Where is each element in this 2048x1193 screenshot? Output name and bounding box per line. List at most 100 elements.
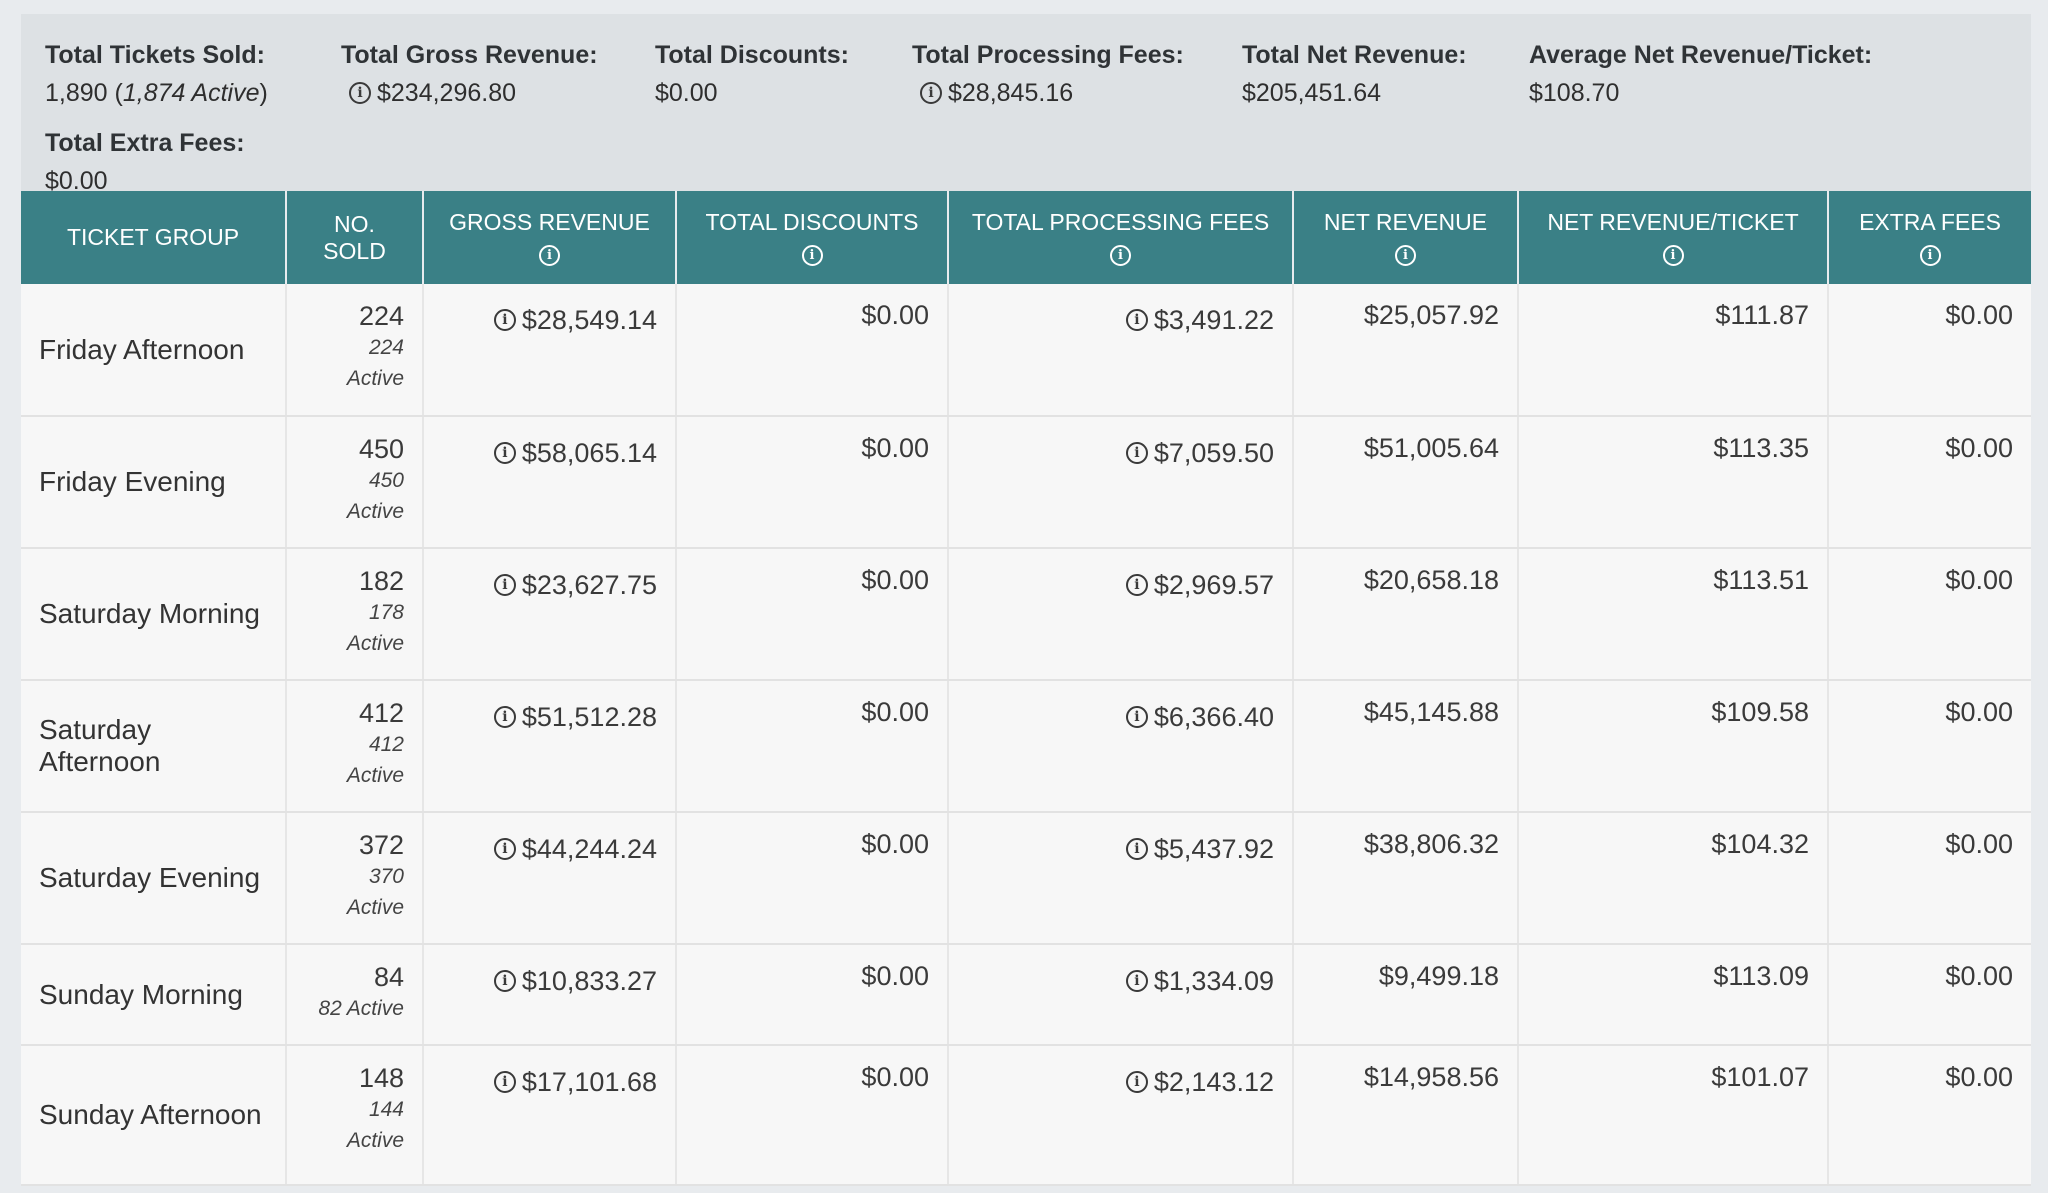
net-revenue-cell: $20,658.18 (1293, 548, 1519, 681)
net-revenue-amount: $51,005.64 (1363, 433, 1499, 463)
info-icon[interactable]: i (1395, 245, 1416, 266)
stat-discounts: Total Discounts: $0.00 (655, 40, 849, 108)
info-icon[interactable]: i (1125, 442, 1148, 464)
header-label: TOTAL DISCOUNTS (705, 209, 919, 235)
extra-fees-cell: $0.00 (1828, 548, 2031, 681)
info-icon[interactable]: i (539, 245, 560, 266)
info-icon[interactable]: i (1125, 706, 1148, 728)
net-per-ticket-cell: $113.35 (1518, 416, 1829, 549)
header-label: TICKET GROUP (66, 224, 240, 250)
stat-extra-fees: Total Extra Fees: $0.00 (45, 128, 245, 196)
processing-fees-amount: $5,437.92 (1153, 833, 1274, 864)
ticket-group-name: Friday Evening (21, 416, 287, 549)
column-header-processing-fees[interactable]: TOTAL PROCESSING FEES i (948, 191, 1294, 284)
ticket-group-name: Sunday Afternoon (21, 1045, 287, 1186)
stat-average-net: Average Net Revenue/Ticket: $108.70 (1529, 40, 1872, 108)
extra-fees-cell: $0.00 (1828, 416, 2031, 549)
discounts-amount: $0.00 (861, 433, 929, 463)
ticket-group-name: Sunday Morning (21, 944, 287, 1046)
table-row[interactable]: Friday Afternoon 224 224 Active i $28,549… (21, 284, 2031, 417)
processing-fees-value: i $7,059.50 (1125, 438, 1274, 469)
net-per-ticket-cell: $101.07 (1518, 1045, 1829, 1186)
extra-fees-amount: $0.00 (1945, 565, 2013, 595)
table-row[interactable]: Saturday Afternoon 412 412 Active i $51,5… (21, 680, 2031, 813)
net-revenue-amount: $25,057.92 (1363, 300, 1499, 330)
net-per-ticket-amount: $113.51 (1713, 565, 1809, 595)
table-row[interactable]: Saturday Morning 182 178 Active i $23,627… (21, 548, 2031, 681)
info-icon[interactable]: i (920, 82, 942, 104)
processing-fees-cell: i $6,366.40 (948, 680, 1294, 813)
column-header-no-sold[interactable]: NO. SOLD (286, 191, 424, 284)
info-icon[interactable]: i (1125, 1071, 1148, 1093)
info-icon[interactable]: i (1125, 970, 1148, 992)
column-header-gross-revenue[interactable]: GROSS REVENUE i (423, 191, 677, 284)
table-header-row: TICKET GROUP NO. SOLD GROSS REVENUE i TOTA… (21, 191, 2031, 284)
info-icon[interactable]: i (493, 1071, 516, 1093)
info-icon[interactable]: i (349, 82, 371, 104)
column-header-net-revenue[interactable]: NET REVENUE i (1293, 191, 1519, 284)
tickets-sold-paren: ) (259, 79, 268, 107)
processing-fees-cell: i $2,969.57 (948, 548, 1294, 681)
column-header-net-per-ticket[interactable]: NET REVENUE/TICKET i (1518, 191, 1829, 284)
column-header-total-discounts[interactable]: TOTAL DISCOUNTS i (676, 191, 949, 284)
info-icon[interactable]: i (1125, 574, 1148, 596)
extra-fees-amount: $0.00 (1945, 961, 2013, 991)
discounts-cell: $0.00 (676, 944, 949, 1046)
gross-revenue-cell: i $10,833.27 (423, 944, 677, 1046)
info-icon[interactable]: i (1110, 245, 1131, 266)
ticket-group-name: Saturday Evening (21, 812, 287, 945)
info-icon[interactable]: i (1125, 838, 1148, 860)
net-revenue-cell: $25,057.92 (1293, 284, 1519, 417)
table-row[interactable]: Sunday Morning 84 82 Active i $10,833.27 … (21, 944, 2031, 1046)
stat-processing-fees: Total Processing Fees: i $28,845.16 (912, 40, 1184, 108)
discounts-cell: $0.00 (676, 284, 949, 417)
info-icon[interactable]: i (493, 309, 516, 331)
gross-revenue-value: i $23,627.75 (493, 569, 657, 601)
gross-revenue-amount: $44,244.24 (521, 833, 657, 864)
info-icon[interactable]: i (801, 245, 823, 266)
info-icon[interactable]: i (1662, 245, 1684, 266)
table-row[interactable]: Friday Evening 450 450 Active i $58,065.1… (21, 416, 2031, 549)
active-count: 82 Active (318, 997, 404, 1020)
info-icon[interactable]: i (1125, 309, 1148, 331)
extra-fees-amount: $0.00 (1945, 433, 2013, 463)
gross-revenue-cell: i $58,065.14 (423, 416, 677, 549)
stat-label: Total Tickets Sold: (45, 41, 265, 69)
gross-revenue-amount: $28,549.14 (521, 304, 657, 335)
stat-tickets-sold: Total Tickets Sold: 1,890 (1,874 Active) (45, 40, 268, 108)
info-icon[interactable]: i (493, 706, 516, 728)
column-header-ticket-group[interactable]: TICKET GROUP (21, 191, 287, 284)
net-revenue-amount: $9,499.18 (1378, 961, 1499, 991)
discounts-cell: $0.00 (676, 680, 949, 813)
discounts-cell: $0.00 (676, 548, 949, 681)
info-icon[interactable]: i (1919, 245, 1941, 266)
no-sold-cell: 412 412 Active (286, 680, 424, 813)
header-icon-wrap: i (1300, 238, 1511, 266)
net-per-ticket-amount: $109.58 (1711, 697, 1809, 727)
discounts-amount: $0.00 (861, 697, 929, 727)
sold-count: 224 (358, 301, 404, 331)
table-row[interactable]: Saturday Evening 372 370 Active i $44,244… (21, 812, 2031, 945)
extra-fees-cell: $0.00 (1828, 680, 2031, 813)
sales-report: Total Tickets Sold: 1,890 (1,874 Active)… (21, 14, 2031, 1186)
column-header-extra-fees[interactable]: EXTRA FEES i (1828, 191, 2031, 284)
info-icon[interactable]: i (493, 838, 516, 860)
sold-count: 450 (358, 434, 404, 464)
header-label: NET REVENUE/TICKET (1547, 209, 1799, 235)
header-icon-wrap: i (430, 238, 669, 266)
gross-revenue-cell: i $51,512.28 (423, 680, 677, 813)
active-count: 412 Active (346, 733, 404, 787)
info-icon[interactable]: i (493, 970, 516, 992)
extra-fees-cell: $0.00 (1828, 1045, 2031, 1186)
header-label: GROSS REVENUE (449, 209, 650, 235)
info-icon[interactable]: i (493, 574, 516, 596)
processing-fees-cell: i $3,491.22 (948, 284, 1294, 417)
discounts-cell: $0.00 (676, 812, 949, 945)
processing-fees-value: $28,845.16 (948, 79, 1074, 107)
header-icon-wrap: i (1835, 238, 2025, 266)
info-icon[interactable]: i (493, 442, 516, 464)
gross-revenue-amount: $23,627.75 (521, 569, 657, 600)
gross-revenue-amount: $17,101.68 (521, 1066, 657, 1097)
net-revenue-cell: $14,958.56 (1293, 1045, 1519, 1186)
table-row[interactable]: Sunday Afternoon 148 144 Active i $17,101… (21, 1045, 2031, 1186)
